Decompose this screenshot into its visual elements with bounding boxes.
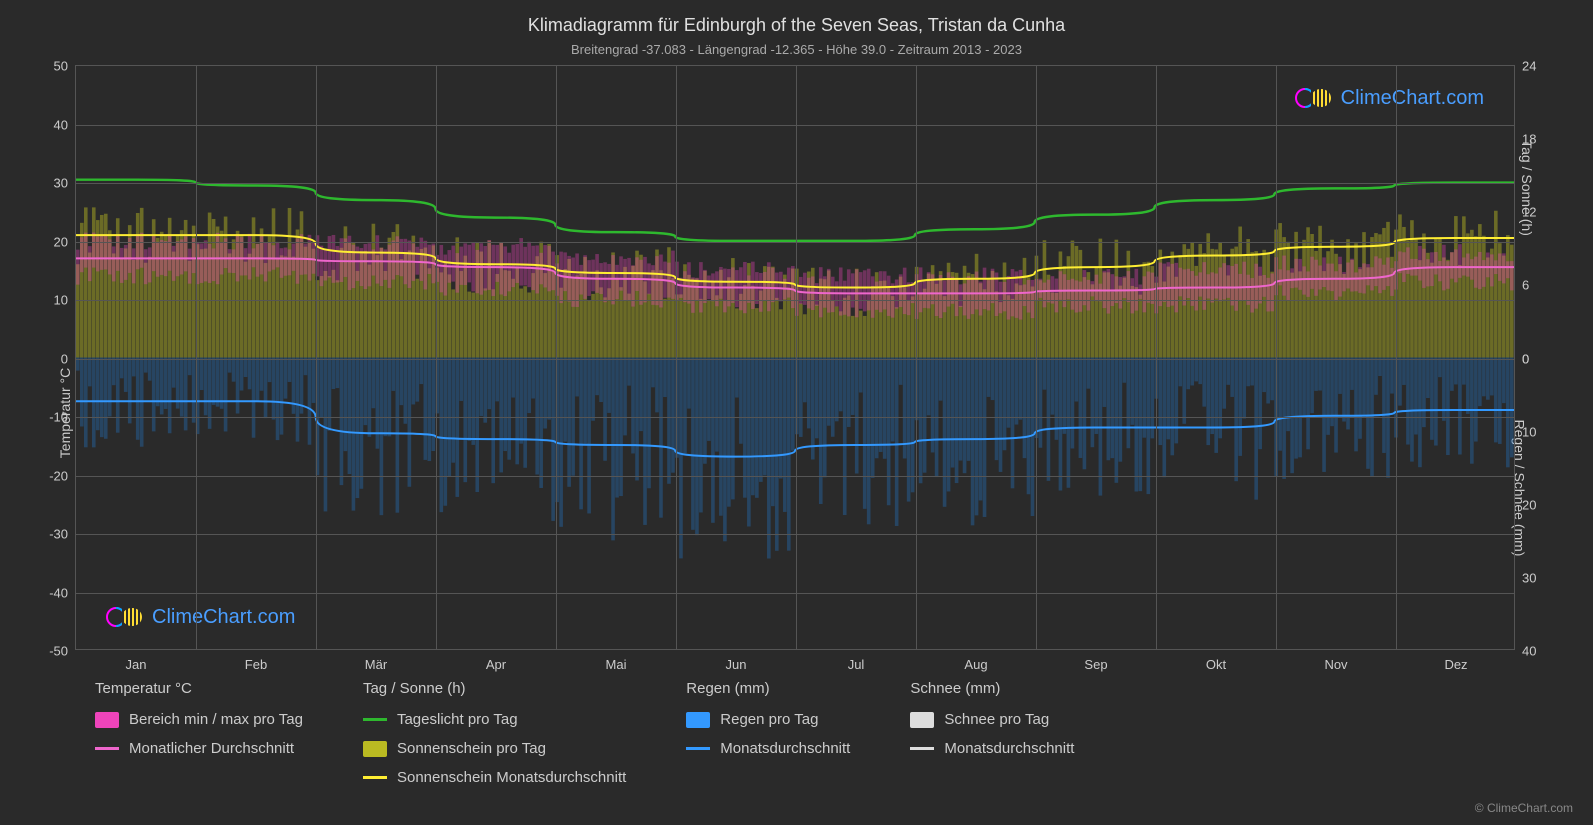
legend-label: Tageslicht pro Tag <box>397 711 518 728</box>
legend-label: Sonnenschein pro Tag <box>397 740 546 757</box>
legend-group-daylight: Tag / Sonne (h) Tageslicht pro Tag Sonnens… <box>363 680 626 786</box>
month-label: Feb <box>245 649 267 672</box>
legend-group-snow: Schnee (mm) Schnee pro Tag Monatsdurchschn… <box>910 680 1074 786</box>
y-tick-right-top: 12 <box>1514 205 1536 220</box>
month-label: Sep <box>1084 649 1107 672</box>
y-tick-left: -10 <box>49 410 76 425</box>
legend-line-icon <box>95 747 119 750</box>
y-tick-left: -20 <box>49 468 76 483</box>
y-tick-right-bottom: 40 <box>1514 644 1536 659</box>
climate-chart: Klimadiagramm für Edinburgh of the Seven… <box>0 0 1593 825</box>
y-tick-right-top: 18 <box>1514 132 1536 147</box>
y-tick-left: 0 <box>61 351 76 366</box>
y-tick-right-bottom: 20 <box>1514 497 1536 512</box>
month-label: Jan <box>126 649 147 672</box>
y-tick-right-bottom: 0 <box>1514 351 1529 366</box>
y-tick-right-top: 6 <box>1514 278 1529 293</box>
y-tick-left: -40 <box>49 585 76 600</box>
legend-header: Schnee (mm) <box>910 680 1074 697</box>
legend-item: Monatlicher Durchschnitt <box>95 740 303 757</box>
watermark-bottom: ClimeChart.com <box>106 605 295 629</box>
month-label: Nov <box>1324 649 1347 672</box>
legend-swatch-icon <box>686 712 710 728</box>
legend-label: Schnee pro Tag <box>944 711 1049 728</box>
month-label: Apr <box>486 649 506 672</box>
chart-subtitle: Breitengrad -37.083 - Längengrad -12.365… <box>0 36 1593 57</box>
legend-line-icon <box>686 747 710 750</box>
y-tick-left: 30 <box>54 176 76 191</box>
legend-label: Regen pro Tag <box>720 711 818 728</box>
y-tick-right-top: 24 <box>1514 59 1536 74</box>
legend-header: Tag / Sonne (h) <box>363 680 626 697</box>
legend-line-icon <box>910 747 934 750</box>
legend-label: Monatsdurchschnitt <box>720 740 850 757</box>
month-label: Jul <box>848 649 865 672</box>
legend-label: Monatsdurchschnitt <box>944 740 1074 757</box>
legend-item: Sonnenschein pro Tag <box>363 740 626 757</box>
month-label: Okt <box>1206 649 1226 672</box>
legend-group-temp: Temperatur °C Bereich min / max pro Tag Mo… <box>95 680 303 786</box>
climechart-logo-icon <box>106 605 146 629</box>
watermark-text: ClimeChart.com <box>152 606 295 629</box>
copyright: © ClimeChart.com <box>1475 801 1573 815</box>
y-tick-left: -50 <box>49 644 76 659</box>
y-tick-left: 10 <box>54 293 76 308</box>
legend-header: Temperatur °C <box>95 680 303 697</box>
y-tick-left: -30 <box>49 527 76 542</box>
y-tick-left: 20 <box>54 234 76 249</box>
legend-item: Sonnenschein Monatsdurchschnitt <box>363 769 626 786</box>
legend-line-icon <box>363 718 387 721</box>
legend-item: Tageslicht pro Tag <box>363 711 626 728</box>
y-tick-right-bottom: 10 <box>1514 424 1536 439</box>
watermark-top: ClimeChart.com <box>1295 86 1484 110</box>
month-label: Jun <box>726 649 747 672</box>
legend-line-icon <box>363 776 387 779</box>
climechart-logo-icon <box>1295 86 1335 110</box>
plot-area: ClimeChart.com ClimeChart.com 5040302010… <box>75 65 1515 650</box>
legend-item: Regen pro Tag <box>686 711 850 728</box>
month-label: Dez <box>1444 649 1467 672</box>
legend-swatch-icon <box>363 741 387 757</box>
legend-item: Schnee pro Tag <box>910 711 1074 728</box>
chart-svg <box>76 66 1514 649</box>
y-axis-right-top-title: Tag / Sonne (h) <box>1519 140 1535 236</box>
legend-label: Sonnenschein Monatsdurchschnitt <box>397 769 626 786</box>
legend-label: Bereich min / max pro Tag <box>129 711 303 728</box>
legend-swatch-icon <box>95 712 119 728</box>
legend-group-rain: Regen (mm) Regen pro Tag Monatsdurchschnit… <box>686 680 850 786</box>
legend-item: Bereich min / max pro Tag <box>95 711 303 728</box>
month-label: Mär <box>365 649 387 672</box>
watermark-text: ClimeChart.com <box>1341 87 1484 110</box>
legend-item: Monatsdurchschnitt <box>686 740 850 757</box>
y-tick-right-bottom: 30 <box>1514 570 1536 585</box>
legend: Temperatur °C Bereich min / max pro Tag Mo… <box>95 680 1515 786</box>
month-label: Aug <box>964 649 987 672</box>
legend-item: Monatsdurchschnitt <box>910 740 1074 757</box>
month-label: Mai <box>606 649 627 672</box>
y-tick-left: 50 <box>54 59 76 74</box>
chart-title: Klimadiagramm für Edinburgh of the Seven… <box>0 0 1593 36</box>
legend-header: Regen (mm) <box>686 680 850 697</box>
legend-swatch-icon <box>910 712 934 728</box>
legend-label: Monatlicher Durchschnitt <box>129 740 294 757</box>
y-tick-left: 40 <box>54 117 76 132</box>
